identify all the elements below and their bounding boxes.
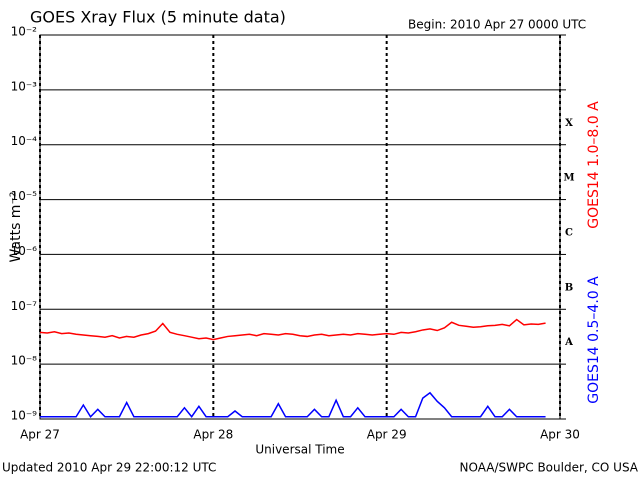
series-line — [40, 391, 546, 418]
y-axis-label: Watts m⁻² — [8, 192, 24, 263]
chart-title: GOES Xray Flux (5 minute data) — [30, 8, 286, 27]
legend-label: GOES14 1.0–8.0 A — [586, 101, 602, 229]
y-tick-label: 10⁻⁸ — [11, 354, 38, 368]
labels: 10⁻⁹ 10⁻⁸ 10⁻⁷ 10⁻⁶ 10⁻⁵ 10⁻⁴ 10⁻³ 10⁻² Apr 27 Ap… — [11, 25, 602, 442]
legend-label: GOES14 0.5–4.0 A — [586, 276, 602, 404]
y-tick-label: 10⁻³ — [11, 79, 38, 93]
footer-right: NOAA/SWPC Boulder, CO USA — [460, 461, 639, 475]
flare-class-label: M — [563, 173, 574, 184]
y-tick-label: 10⁻⁷ — [11, 299, 38, 313]
flare-class-label: C — [565, 228, 573, 239]
y-tick-label: 10⁻⁴ — [11, 134, 38, 148]
flare-class-label: X — [565, 118, 573, 129]
chart-subtitle: Begin: 2010 Apr 27 0000 UTC — [408, 18, 586, 32]
x-tick-label: Apr 28 — [193, 428, 233, 442]
y-tick-label: 10⁻⁵ — [11, 189, 38, 203]
series-line — [40, 318, 546, 341]
y-tick-label: 10⁻⁹ — [11, 409, 38, 423]
grid — [39, 34, 566, 420]
y-tick-label: 10⁻⁶ — [11, 244, 38, 258]
x-tick-label: Apr 30 — [540, 428, 580, 442]
x-tick-label: Apr 29 — [367, 428, 407, 442]
x-tick-label: Apr 27 — [20, 428, 60, 442]
plot-marks — [40, 318, 546, 418]
footer-left: Updated 2010 Apr 29 22:00:12 UTC — [2, 461, 216, 475]
x-axis-label: Universal Time — [255, 443, 344, 457]
flare-class-label: A — [564, 337, 573, 348]
y-tick-label: 10⁻² — [11, 25, 38, 39]
flare-class-label: B — [565, 282, 573, 293]
